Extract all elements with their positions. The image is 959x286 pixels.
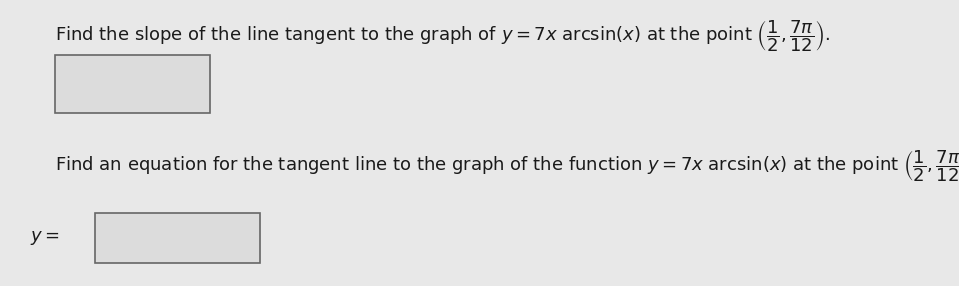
- Text: $y =$: $y =$: [30, 229, 59, 247]
- Text: Find an equation for the tangent line to the graph of the function $y = 7x$ arcs: Find an equation for the tangent line to…: [55, 148, 959, 184]
- Text: Find the slope of the line tangent to the graph of $y = 7x$ arcsin$(x)$ at the p: Find the slope of the line tangent to th…: [55, 18, 830, 54]
- FancyBboxPatch shape: [55, 55, 210, 113]
- FancyBboxPatch shape: [95, 213, 260, 263]
